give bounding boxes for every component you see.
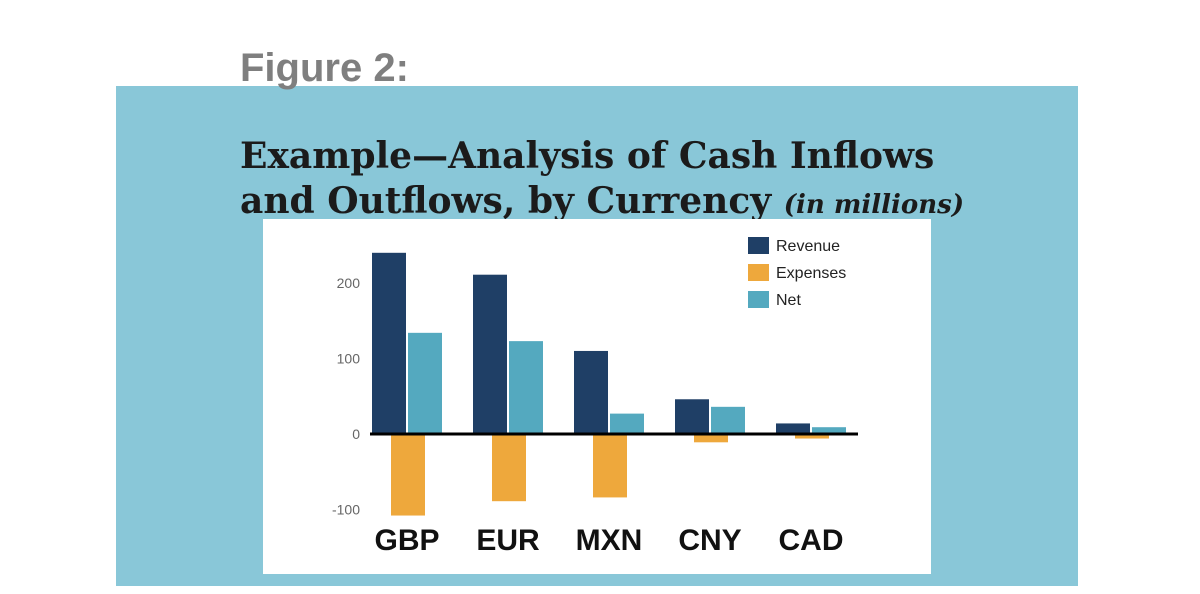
title-unit: (in millions) — [783, 190, 965, 220]
bar-chart: -100 0 100 200 GBP EUR MXN CNY CAD Revenue Expense… — [332, 237, 858, 557]
bar-net-cny — [711, 406, 745, 434]
category-label-cny: CNY — [678, 524, 741, 557]
legend-label-expenses: Expenses — [776, 265, 846, 282]
chart-card: -100 0 100 200 GBP EUR MXN CNY CAD Revenue Expense… — [263, 219, 931, 574]
legend-swatch-net — [748, 291, 769, 308]
bar-net-cad — [812, 427, 846, 434]
category-label-eur: EUR — [476, 524, 540, 557]
bar-net-eur — [509, 341, 543, 434]
bar-revenue-mxn — [574, 350, 608, 434]
figure-label: Figure 2: — [240, 46, 409, 90]
category-label-gbp: GBP — [374, 524, 439, 557]
y-tick-label: 100 — [337, 351, 361, 367]
bar-expenses-cny — [694, 434, 728, 443]
bar-net-mxn — [610, 413, 644, 434]
title-line-1: Example—Analysis of Cash Inflows — [240, 135, 935, 177]
bar-revenue-cad — [776, 423, 810, 434]
bar-net-gbp — [408, 332, 442, 434]
legend-label-revenue: Revenue — [776, 238, 840, 255]
bar-expenses-gbp — [391, 434, 425, 516]
bar-expenses-eur — [492, 434, 526, 502]
y-tick-label: 200 — [337, 275, 361, 291]
category-label-cad: CAD — [779, 524, 844, 557]
bar-revenue-cny — [675, 399, 709, 434]
category-label-mxn: MXN — [576, 524, 643, 557]
title-line-2: and Outflows, by Currency — [240, 180, 772, 222]
legend-label-net: Net — [776, 292, 801, 309]
bar-revenue-eur — [473, 274, 507, 434]
y-tick-label: 0 — [352, 426, 360, 442]
bar-expenses-mxn — [593, 434, 627, 498]
bar-expenses-cad — [795, 434, 829, 439]
legend-swatch-revenue — [748, 237, 769, 254]
chart-title: Example—Analysis of Cash Inflows and Out… — [240, 134, 1000, 228]
y-tick-label: -100 — [332, 502, 360, 518]
legend-swatch-expenses — [748, 264, 769, 281]
bar-revenue-gbp — [372, 252, 406, 434]
